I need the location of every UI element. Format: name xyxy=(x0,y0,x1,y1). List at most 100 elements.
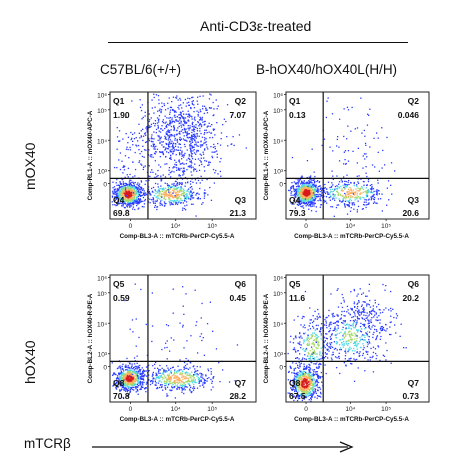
event-dot xyxy=(183,129,185,131)
event-dot xyxy=(171,119,173,121)
event-dot xyxy=(132,204,134,206)
event-dot xyxy=(182,194,184,197)
event-dot xyxy=(319,352,321,354)
event-dot xyxy=(217,142,219,145)
event-dot xyxy=(352,192,355,194)
event-dot xyxy=(344,163,347,165)
event-dot xyxy=(373,190,375,193)
event-dot xyxy=(183,387,185,389)
event-dot xyxy=(366,193,368,196)
event-dot xyxy=(130,179,132,181)
event-dot xyxy=(313,369,316,371)
event-dot xyxy=(167,131,170,133)
event-dot xyxy=(139,195,142,197)
event-dot xyxy=(349,186,351,189)
event-dot xyxy=(213,128,216,130)
event-dot xyxy=(159,139,161,141)
event-dot xyxy=(212,168,215,171)
event-dot xyxy=(137,187,139,189)
event-dot xyxy=(166,194,168,196)
event-dot xyxy=(301,182,303,184)
event-dot xyxy=(187,165,189,168)
event-dot xyxy=(158,130,160,132)
event-dot xyxy=(316,371,318,373)
event-dot xyxy=(189,98,191,100)
event-dot xyxy=(317,188,320,190)
event-dot xyxy=(136,200,139,203)
event-dot xyxy=(317,180,319,182)
event-dot xyxy=(191,103,194,105)
event-dot xyxy=(178,196,181,198)
event-dot xyxy=(293,347,296,349)
event-dot xyxy=(301,384,303,386)
event-dot xyxy=(204,120,206,123)
event-dot xyxy=(378,193,380,195)
event-dot xyxy=(186,204,188,206)
event-dot xyxy=(168,117,170,119)
event-dot xyxy=(309,195,311,197)
event-dot xyxy=(222,124,224,126)
event-dot xyxy=(116,385,118,387)
event-dot xyxy=(121,160,123,162)
event-dot xyxy=(308,180,310,182)
event-dot xyxy=(156,374,158,376)
event-dot xyxy=(220,132,223,134)
event-dot xyxy=(177,106,179,109)
event-dot xyxy=(337,187,339,190)
event-dot xyxy=(170,176,172,178)
event-dot xyxy=(189,198,192,201)
event-dot xyxy=(141,194,143,197)
event-dot xyxy=(198,379,201,381)
event-dot xyxy=(124,366,126,368)
y-tick-label: 10⁵ xyxy=(97,108,107,115)
event-dot xyxy=(120,199,123,202)
event-dot xyxy=(216,108,218,110)
event-dot xyxy=(168,191,170,193)
event-dot xyxy=(321,189,323,192)
event-dot xyxy=(205,108,207,110)
event-dot xyxy=(337,193,339,196)
event-dot xyxy=(204,170,206,172)
event-dot xyxy=(127,197,129,199)
event-dot xyxy=(183,124,185,127)
event-dot xyxy=(305,189,307,191)
event-dot xyxy=(116,184,118,186)
event-dot xyxy=(191,194,193,196)
event-dot xyxy=(162,152,164,155)
event-dot xyxy=(320,187,322,189)
event-dot xyxy=(317,186,320,188)
event-dot xyxy=(303,202,306,204)
event-dot xyxy=(341,190,343,192)
chart-title: Anti-CD3ε-treated xyxy=(200,18,312,34)
event-dot xyxy=(118,378,120,380)
event-dot xyxy=(163,189,165,191)
event-dot xyxy=(372,195,374,198)
event-dot xyxy=(183,143,186,146)
event-dot xyxy=(155,372,157,374)
event-dot xyxy=(163,201,166,203)
event-dot xyxy=(173,129,175,131)
event-dot xyxy=(142,116,144,119)
event-dot xyxy=(335,197,337,199)
event-dot xyxy=(353,208,355,210)
event-dot xyxy=(309,357,311,359)
event-dot xyxy=(308,194,310,196)
event-dot xyxy=(142,128,144,130)
event-dot xyxy=(308,201,310,203)
event-dot xyxy=(205,109,207,111)
event-dot xyxy=(311,182,313,184)
event-dot xyxy=(152,199,154,201)
event-dot xyxy=(123,189,125,191)
event-dot xyxy=(298,367,300,369)
event-dot xyxy=(220,175,222,177)
event-dot xyxy=(121,191,123,193)
event-dot xyxy=(128,157,130,159)
event-dot xyxy=(346,184,348,187)
event-dot xyxy=(176,193,179,196)
event-dot xyxy=(310,187,312,189)
event-dot xyxy=(130,183,132,185)
event-dot xyxy=(315,206,317,208)
event-dot xyxy=(133,196,135,198)
event-dot xyxy=(173,135,176,138)
event-dot xyxy=(159,108,161,110)
